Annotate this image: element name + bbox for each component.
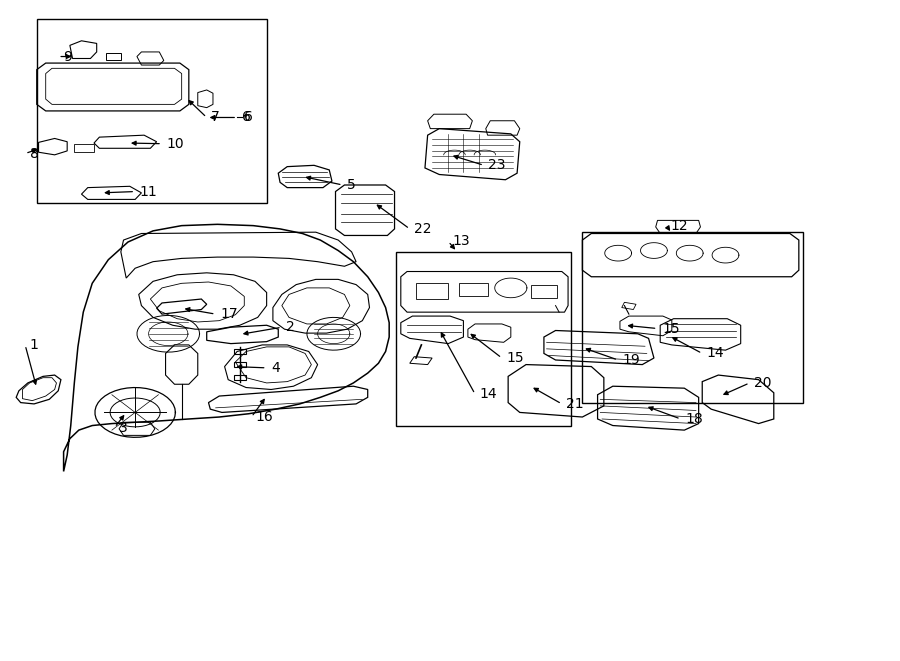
Text: 1: 1 bbox=[30, 338, 39, 352]
Text: 21: 21 bbox=[566, 397, 584, 411]
Text: 14: 14 bbox=[706, 346, 724, 360]
Text: 14: 14 bbox=[480, 387, 497, 401]
Text: 4: 4 bbox=[271, 361, 280, 375]
Text: 15: 15 bbox=[662, 321, 680, 336]
Text: 16: 16 bbox=[256, 410, 274, 424]
Text: 17: 17 bbox=[220, 307, 238, 321]
Text: 15: 15 bbox=[507, 351, 524, 365]
Text: 6: 6 bbox=[241, 110, 250, 124]
Text: 23: 23 bbox=[489, 159, 506, 173]
Text: 12: 12 bbox=[670, 219, 688, 233]
Text: 10: 10 bbox=[166, 137, 184, 151]
Text: 13: 13 bbox=[453, 235, 471, 249]
Text: 11: 11 bbox=[140, 184, 158, 198]
Text: 3: 3 bbox=[119, 420, 128, 434]
Text: 8: 8 bbox=[30, 147, 39, 161]
Text: 5: 5 bbox=[347, 178, 356, 192]
Text: 9: 9 bbox=[63, 50, 72, 63]
Text: 7: 7 bbox=[212, 110, 220, 124]
Text: 6: 6 bbox=[244, 110, 253, 124]
Text: 19: 19 bbox=[623, 353, 641, 367]
Text: 18: 18 bbox=[685, 412, 703, 426]
Text: 2: 2 bbox=[286, 320, 295, 334]
Text: 22: 22 bbox=[414, 222, 432, 236]
Text: 20: 20 bbox=[754, 376, 771, 390]
